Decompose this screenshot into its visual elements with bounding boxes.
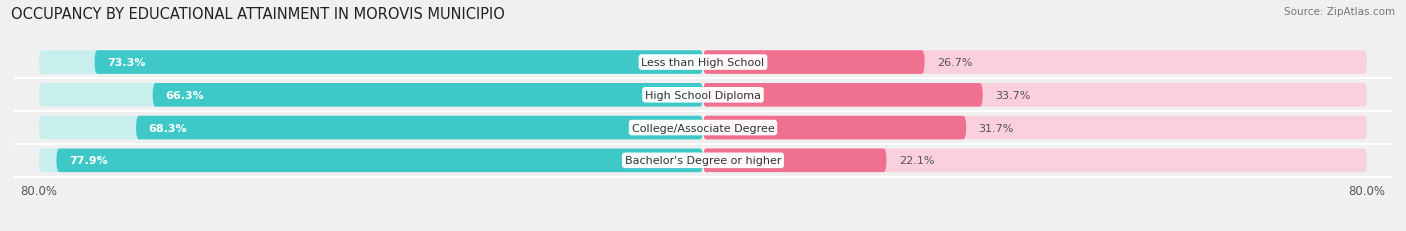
FancyBboxPatch shape xyxy=(94,51,703,75)
FancyBboxPatch shape xyxy=(39,84,703,107)
FancyBboxPatch shape xyxy=(703,149,1367,172)
FancyBboxPatch shape xyxy=(39,116,703,140)
FancyBboxPatch shape xyxy=(703,116,1367,140)
FancyBboxPatch shape xyxy=(703,149,886,172)
FancyBboxPatch shape xyxy=(39,51,703,75)
Text: 26.7%: 26.7% xyxy=(936,58,973,68)
Text: Bachelor's Degree or higher: Bachelor's Degree or higher xyxy=(624,156,782,166)
Text: High School Diploma: High School Diploma xyxy=(645,90,761,100)
FancyBboxPatch shape xyxy=(153,84,703,107)
Text: Source: ZipAtlas.com: Source: ZipAtlas.com xyxy=(1284,7,1395,17)
FancyBboxPatch shape xyxy=(703,51,925,75)
Text: 66.3%: 66.3% xyxy=(165,90,204,100)
Text: 22.1%: 22.1% xyxy=(898,156,935,166)
Text: 68.3%: 68.3% xyxy=(149,123,187,133)
FancyBboxPatch shape xyxy=(136,116,703,140)
FancyBboxPatch shape xyxy=(703,84,983,107)
FancyBboxPatch shape xyxy=(56,149,703,172)
Text: 31.7%: 31.7% xyxy=(979,123,1014,133)
Legend: Owner-occupied, Renter-occupied: Owner-occupied, Renter-occupied xyxy=(579,228,827,231)
FancyBboxPatch shape xyxy=(703,116,966,140)
FancyBboxPatch shape xyxy=(703,51,1367,75)
Text: Less than High School: Less than High School xyxy=(641,58,765,68)
Text: OCCUPANCY BY EDUCATIONAL ATTAINMENT IN MOROVIS MUNICIPIO: OCCUPANCY BY EDUCATIONAL ATTAINMENT IN M… xyxy=(11,7,505,22)
Text: 73.3%: 73.3% xyxy=(107,58,145,68)
Text: 33.7%: 33.7% xyxy=(995,90,1031,100)
FancyBboxPatch shape xyxy=(703,84,1367,107)
FancyBboxPatch shape xyxy=(39,149,703,172)
Text: College/Associate Degree: College/Associate Degree xyxy=(631,123,775,133)
Text: 77.9%: 77.9% xyxy=(69,156,108,166)
